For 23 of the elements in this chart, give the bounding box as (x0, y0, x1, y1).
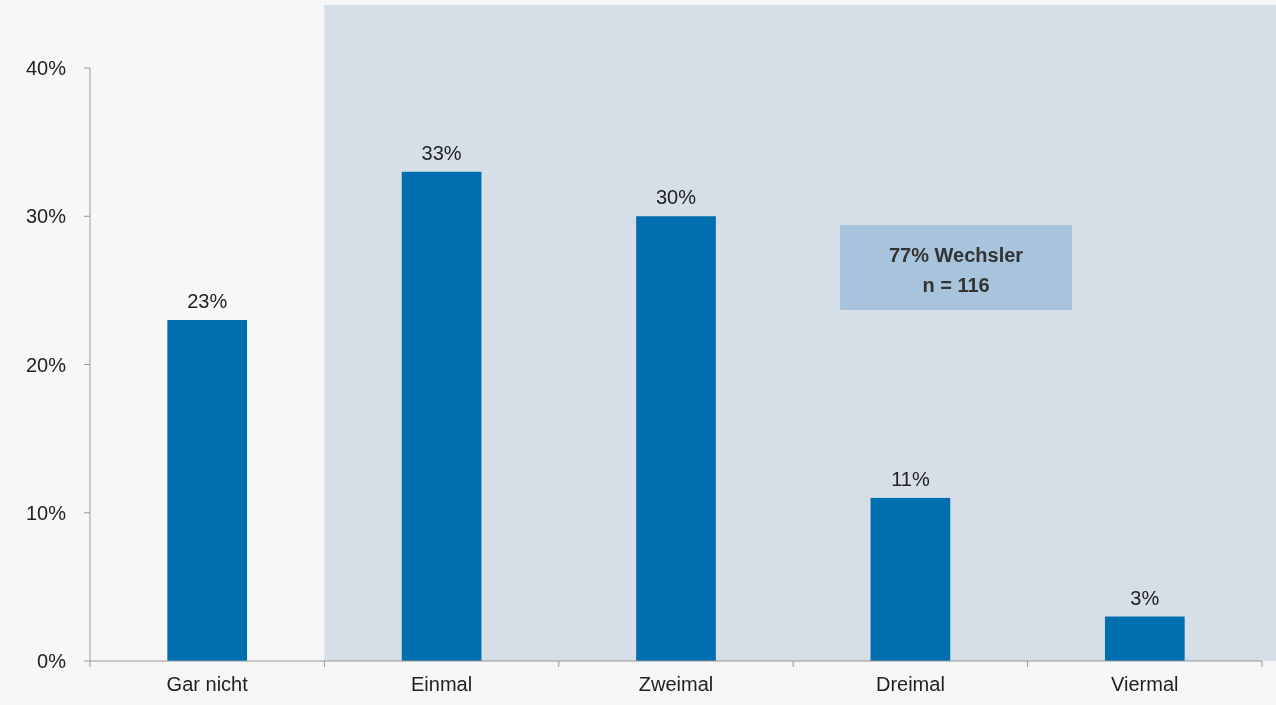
annotation: n = 116 (922, 274, 990, 296)
note-box: 77% Wechsler n = 116 (840, 225, 1073, 310)
bar (401, 171, 482, 661)
data-label: 23% (187, 290, 228, 313)
x-tick-label: Viermal (1111, 673, 1179, 695)
y-tick-label: 40% (25, 57, 67, 79)
data-label: 33% (421, 141, 462, 164)
annotation: 77% Wechsler (889, 244, 1024, 266)
y-tick-label: 30% (25, 205, 67, 228)
data-label: 11% (891, 467, 930, 490)
x-tick-label: Gar nicht (166, 673, 249, 695)
y-tick-label: 10% (25, 501, 67, 524)
bar (636, 216, 716, 661)
x-tick-label: Dreimal (875, 673, 945, 695)
data-label: 30% (655, 186, 697, 209)
bar (1104, 616, 1185, 661)
y-tick-label: 20% (25, 353, 67, 376)
y-tick-label: 0% (37, 650, 67, 672)
bar (870, 497, 951, 661)
bar (167, 320, 248, 661)
x-tick-label: Zweimal (638, 673, 714, 695)
x-tick-label: Einmal (411, 673, 473, 695)
data-label: 3% (1130, 586, 1160, 609)
